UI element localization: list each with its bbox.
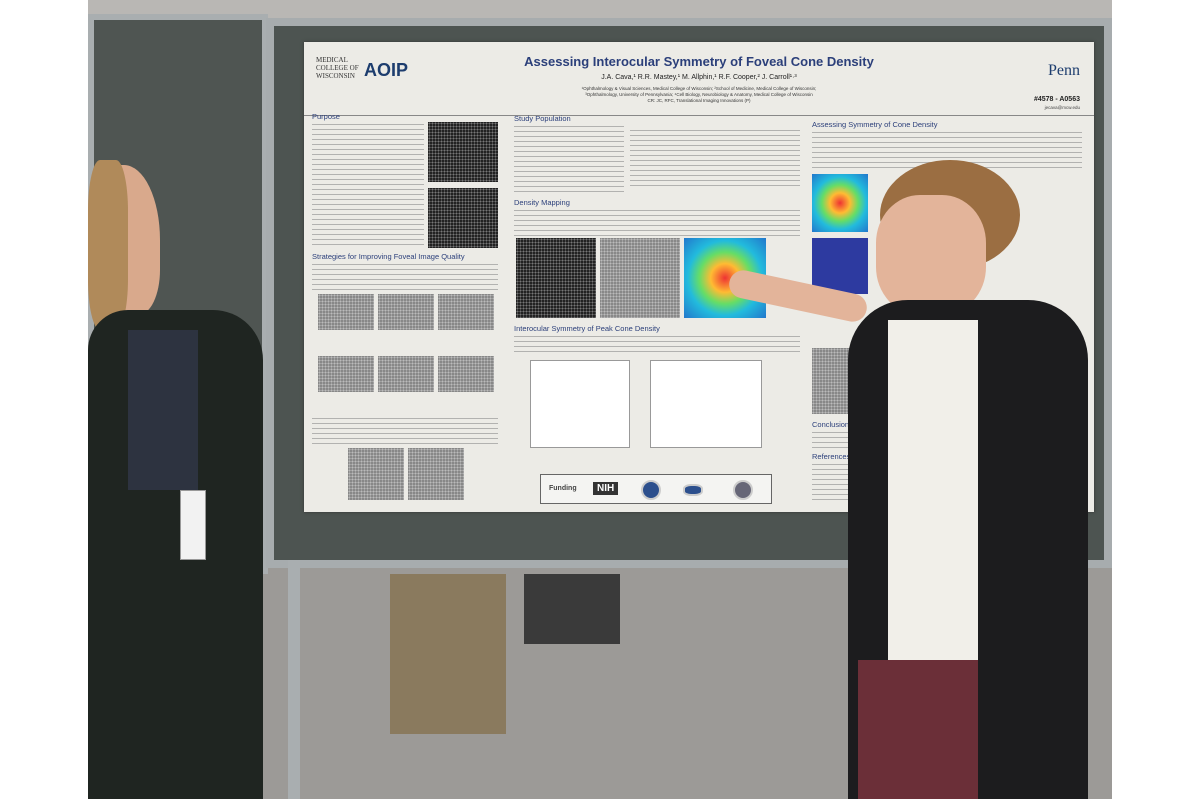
section-interocular: Interocular Symmetry of Peak Cone Densit… [514,324,660,333]
retina-image [428,188,498,248]
difference-map [812,238,868,294]
cone-image [318,356,374,392]
funder-seal-icon [733,480,753,500]
cone-image [438,356,494,392]
section-purpose: Purpose [312,112,340,121]
poster-affiliations: ¹Ophthalmology & Visual Sciences, Medica… [304,86,1094,104]
penn-logo: Penn [1048,62,1080,79]
strategies-text [312,264,498,292]
postprocessing-text [312,418,498,444]
section-assessing: Assessing Symmetry of Cone Density [812,120,938,129]
person-legs [390,574,506,734]
demographics-table [630,130,800,190]
cone-image [348,448,404,500]
board-leg [288,560,300,799]
density-text [514,210,800,236]
section-density-mapping: Density Mapping [514,198,570,207]
nih-logo: NIH [593,482,619,495]
cone-image [438,294,494,330]
funder-seal-icon [641,480,661,500]
cone-mosaic-image [600,238,680,318]
interocular-text [514,336,800,356]
affiliation-line: CR: JC, RFC, Translational Imaging Innov… [647,98,751,103]
aoip-logo: AOIP [364,60,409,80]
cone-image [378,294,434,330]
cone-image [408,448,464,500]
study-text [514,126,624,196]
poster-session-photo: MEDICAL COLLEGE OF WISCONSIN AOIP Assess… [88,0,1112,799]
mcw-logo: MEDICAL COLLEGE OF WISCONSIN [316,56,359,80]
poster-title: Assessing Interocular Symmetry of Foveal… [524,54,874,69]
poster-email: jecava@mcw.edu [1044,105,1080,110]
section-conclusions: Conclusions [812,420,853,429]
poster-code: #4578 - A0563 [1033,96,1080,103]
section-study-population: Study Population [514,114,571,123]
affiliation-line: ¹Ophthalmology & Visual Sciences, Medica… [581,86,817,91]
person-legs [524,574,620,644]
section-references: References [812,452,851,461]
cone-mosaic-image [516,238,596,318]
poster-header: MEDICAL COLLEGE OF WISCONSIN AOIP Assess… [304,42,1094,116]
funding-label: Funding [549,485,577,492]
affiliation-line: ³Ophthalmology, University of Pennsylvan… [585,92,813,97]
scatter-plot [530,360,630,448]
cone-image [378,356,434,392]
bland-altman-plot [650,360,762,448]
section-strategies: Strategies for Improving Foveal Image Qu… [312,252,465,261]
funder-logo-icon [683,484,703,496]
funding-bar: Funding NIH [540,474,772,504]
poster-authors: J.A. Cava,¹ R.R. Mastey,¹ M. Allphin,¹ R… [601,74,797,81]
retina-image [428,122,498,182]
cone-image [318,294,374,330]
purpose-text [312,124,424,249]
density-heatmap [812,174,868,232]
